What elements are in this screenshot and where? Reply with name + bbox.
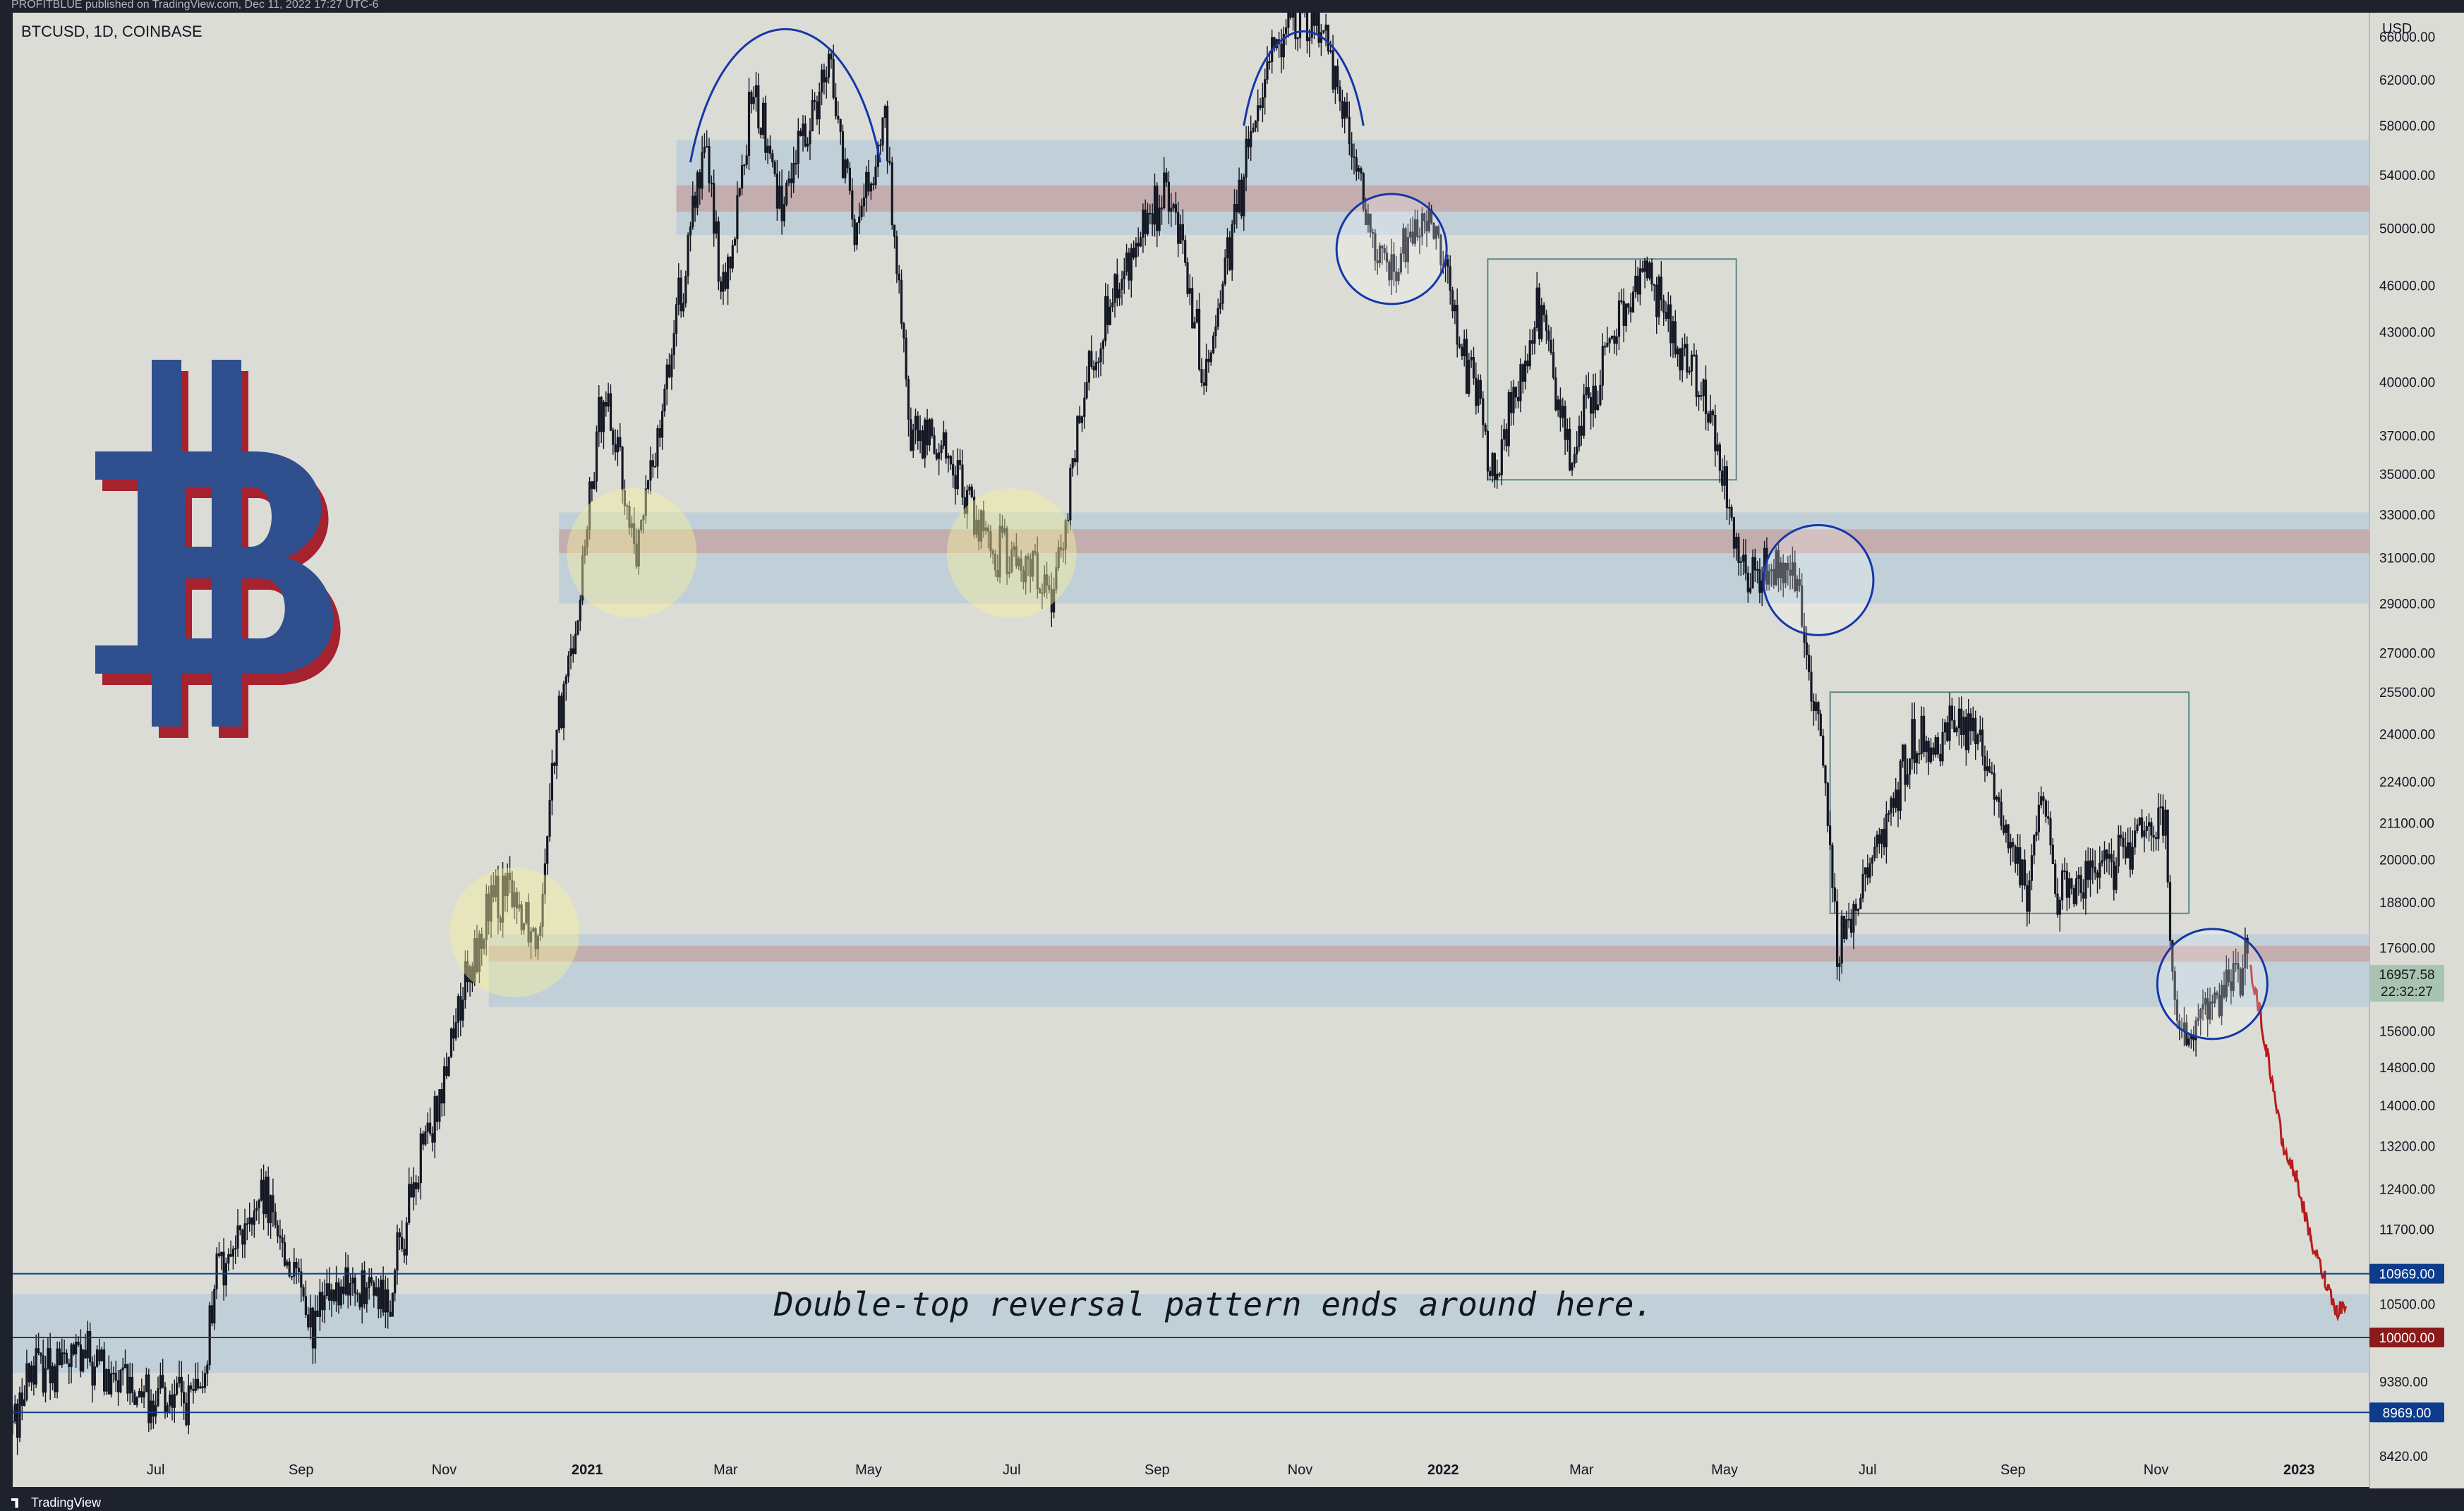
last-price-label: 16957.58 <box>2379 968 2434 983</box>
x-tick-label: Jul <box>1003 1462 1021 1478</box>
double-top-arc-1 <box>1243 30 1365 126</box>
tradingview-icon <box>11 1498 18 1508</box>
footer-bar <box>0 1488 2464 1511</box>
x-tick-label: May <box>855 1462 882 1478</box>
projection-path <box>2249 964 2348 1322</box>
support-zone-1 <box>559 512 2369 604</box>
double-top-arc-0 <box>689 28 882 163</box>
x-tick-label: Sep <box>289 1462 314 1478</box>
x-tick-label: Mar <box>1569 1462 1594 1478</box>
y-tick-label: 17600.00 <box>2379 942 2435 957</box>
resistance-band-1 <box>559 529 2369 554</box>
price-marker-box-0 <box>2369 1263 2444 1284</box>
x-tick-label: 2021 <box>572 1462 603 1478</box>
yellow-circle-1 <box>567 488 697 619</box>
y-tick-label: 11700.00 <box>2379 1223 2434 1238</box>
y-tick-label: 29000.00 <box>2379 597 2435 612</box>
countdown-label: 22:32:27 <box>2381 985 2433 1000</box>
y-tick-label: 46000.00 <box>2379 279 2435 294</box>
candle-bodies <box>13 13 2249 1438</box>
y-tick-label: 9380.00 <box>2379 1375 2428 1390</box>
y-tick-label: 14000.00 <box>2379 1099 2435 1114</box>
last-price-box <box>2369 964 2444 1002</box>
y-tick-label: 66000.00 <box>2379 30 2435 45</box>
x-tick-label: Nov <box>2144 1462 2169 1478</box>
price-marker-label-1: 10000.00 <box>2379 1331 2434 1346</box>
tradingview-logo[interactable]: TradingView <box>11 1495 101 1510</box>
x-tick-label: Nov <box>1288 1462 1313 1478</box>
range-box-0 <box>1487 258 1737 481</box>
y-tick-label: 43000.00 <box>2379 326 2435 341</box>
y-tick-label: 40000.00 <box>2379 375 2435 390</box>
currency-label: USD <box>2382 21 2412 37</box>
x-tick-label: Nov <box>432 1462 457 1478</box>
symbol-label[interactable]: BTCUSD, 1D, COINBASE <box>21 23 203 40</box>
bitcoin-logo-icon <box>95 360 341 738</box>
resistance-band-2 <box>488 945 2369 962</box>
support-zone-2 <box>488 934 2369 1007</box>
y-tick-label: 21100.00 <box>2379 816 2434 831</box>
x-tick-label: Sep <box>1145 1462 1170 1478</box>
y-tick-label: 50000.00 <box>2379 222 2435 236</box>
y-tick-label: 12400.00 <box>2379 1183 2435 1198</box>
y-tick-label: 62000.00 <box>2379 73 2435 88</box>
price-marker-label-2: 8969.00 <box>2383 1406 2432 1421</box>
x-tick-label: Mar <box>713 1462 738 1478</box>
x-tick-label: Jul <box>147 1462 165 1478</box>
x-tick-label: May <box>1711 1462 1738 1478</box>
y-tick-label: 20000.00 <box>2379 854 2435 868</box>
y-tick-label: 25500.00 <box>2379 686 2435 700</box>
y-tick-label: 15600.00 <box>2379 1024 2435 1039</box>
yellow-circle-2 <box>946 488 1077 619</box>
y-tick-label: 13200.00 <box>2379 1140 2435 1155</box>
y-tick-label: 10500.00 <box>2379 1297 2435 1312</box>
price-marker-box-1 <box>2369 1327 2444 1347</box>
y-tick-label: 8420.00 <box>2379 1450 2428 1464</box>
blue-circle-2 <box>2156 928 2269 1040</box>
y-tick-label: 35000.00 <box>2379 468 2435 483</box>
tradingview-brand-label: TradingView <box>31 1495 102 1510</box>
price-marker-box-2 <box>2369 1402 2444 1423</box>
yellow-circle-0 <box>449 867 580 997</box>
x-tick-label: Sep <box>2000 1462 2026 1478</box>
plot-background <box>13 13 2369 1487</box>
y-tick-label: 54000.00 <box>2379 169 2435 183</box>
published-header: PROFITBLUE published on TradingView.com,… <box>0 0 2464 13</box>
chart-annotation: Double-top reversal pattern ends around … <box>773 1285 1654 1323</box>
y-tick-label: 37000.00 <box>2379 429 2435 444</box>
y-tick-label: 33000.00 <box>2379 508 2435 523</box>
x-tick-label: 2023 <box>2283 1462 2315 1478</box>
y-tick-label: 58000.00 <box>2379 119 2435 134</box>
y-tick-label: 31000.00 <box>2379 551 2435 566</box>
resistance-band-0 <box>676 185 2369 212</box>
support-zone-3 <box>13 1294 2369 1373</box>
x-tick-label: 2022 <box>1427 1462 1459 1478</box>
y-tick-label: 27000.00 <box>2379 646 2435 661</box>
price-marker-label-0: 10969.00 <box>2379 1268 2434 1282</box>
x-tick-label: Jul <box>1859 1462 1877 1478</box>
price-axis-background <box>2369 13 2464 1488</box>
y-tick-label: 24000.00 <box>2379 727 2435 742</box>
y-tick-label: 14800.00 <box>2379 1061 2435 1076</box>
blue-circle-1 <box>1762 523 1875 636</box>
y-tick-label: 18800.00 <box>2379 896 2435 911</box>
range-box-1 <box>1829 691 2190 914</box>
blue-circle-0 <box>1335 193 1448 305</box>
y-tick-label: 22400.00 <box>2379 775 2435 790</box>
